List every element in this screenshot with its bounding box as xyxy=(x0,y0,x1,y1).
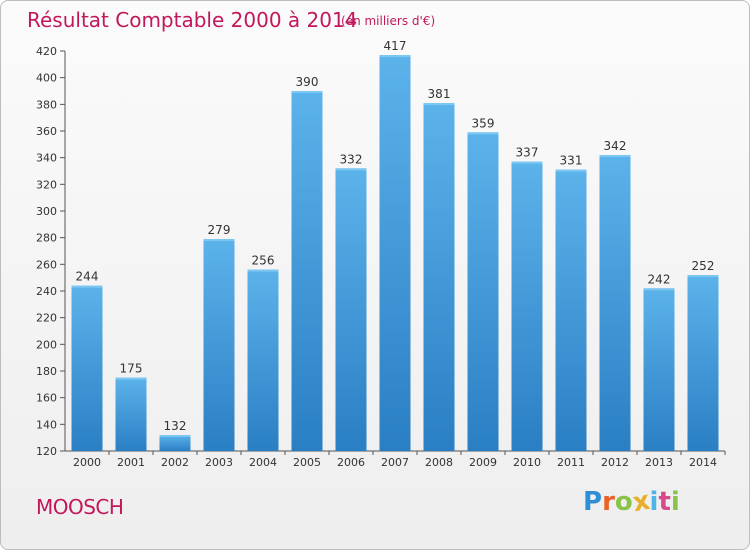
bar-top-highlight xyxy=(423,103,455,105)
x-tick-label: 2012 xyxy=(601,456,629,469)
value-label: 337 xyxy=(516,146,539,160)
bar-top-highlight xyxy=(203,239,235,241)
y-tick-label: 300 xyxy=(36,205,57,218)
bar-top-highlight xyxy=(511,161,543,164)
value-label: 256 xyxy=(252,254,275,268)
bar-2013 xyxy=(643,288,675,451)
y-tick-label: 200 xyxy=(36,338,57,351)
logo-letter: r xyxy=(602,487,615,517)
bar-top-highlight xyxy=(467,132,499,135)
y-tick-label: 380 xyxy=(36,98,57,111)
x-tick-label: 2013 xyxy=(645,456,673,469)
y-tick-label: 420 xyxy=(36,45,57,58)
bar-2011 xyxy=(555,169,587,451)
x-tick-label: 2008 xyxy=(425,456,453,469)
bar-top-highlight xyxy=(291,91,323,93)
x-tick-label: 2006 xyxy=(337,456,365,469)
x-tick-label: 2014 xyxy=(689,456,717,469)
logo-letter: o xyxy=(614,487,633,517)
value-label: 331 xyxy=(560,154,583,168)
value-label: 381 xyxy=(428,87,451,101)
bar-2009 xyxy=(467,132,499,452)
bar-top-highlight xyxy=(335,168,367,171)
value-label: 332 xyxy=(340,152,363,166)
value-label: 342 xyxy=(604,139,627,153)
y-tick-label: 360 xyxy=(36,125,57,138)
value-label: 132 xyxy=(164,419,187,433)
y-tick-label: 220 xyxy=(36,312,57,325)
bar-2007 xyxy=(379,55,411,451)
x-tick-label: 2007 xyxy=(381,456,409,469)
value-label: 175 xyxy=(120,362,143,376)
y-tick-label: 240 xyxy=(36,285,57,298)
x-tick-label: 2004 xyxy=(249,456,277,469)
value-label: 252 xyxy=(692,259,715,273)
bar-top-highlight xyxy=(687,275,719,277)
x-tick-label: 2011 xyxy=(557,456,585,469)
x-tick-label: 2005 xyxy=(293,456,321,469)
chart-title: Résultat Comptable 2000 à 2014 xyxy=(27,8,358,32)
bar-2014 xyxy=(687,275,719,451)
value-label: 390 xyxy=(296,75,319,89)
bar-top-highlight xyxy=(159,435,191,437)
y-tick-label: 400 xyxy=(36,72,57,85)
commune-name: MOOSCH xyxy=(36,495,124,519)
bar-2005 xyxy=(291,91,323,451)
bar-2002 xyxy=(159,435,191,451)
logo-letter: i xyxy=(649,487,659,517)
value-label: 279 xyxy=(208,223,231,237)
bar-top-highlight xyxy=(643,288,675,291)
y-tick-label: 180 xyxy=(36,365,57,378)
value-label: 242 xyxy=(648,272,671,286)
y-tick-label: 140 xyxy=(36,418,57,431)
chart-unit-label: (en milliers d'€) xyxy=(341,14,436,28)
value-label: 244 xyxy=(76,270,99,284)
bar-2010 xyxy=(511,161,543,451)
bar-top-highlight xyxy=(115,377,147,380)
y-tick-label: 160 xyxy=(36,392,57,405)
bar-top-highlight xyxy=(247,269,279,272)
value-label: 359 xyxy=(472,116,495,130)
y-tick-label: 260 xyxy=(36,258,57,271)
x-tick-label: 2000 xyxy=(73,456,101,469)
x-tick-label: 2003 xyxy=(205,456,233,469)
logo-letter: P xyxy=(583,487,603,517)
x-tick-label: 2001 xyxy=(117,456,145,469)
bar-top-highlight xyxy=(599,155,631,157)
proxiti-logo[interactable]: Proxiti xyxy=(583,486,680,518)
y-tick-label: 340 xyxy=(36,152,57,165)
logo-letter: t xyxy=(658,487,671,517)
y-tick-label: 280 xyxy=(36,232,57,245)
bar-2012 xyxy=(599,155,631,451)
bar-top-highlight xyxy=(71,285,103,288)
bar-2008 xyxy=(423,103,455,451)
bar-top-highlight xyxy=(379,55,411,57)
bar-2006 xyxy=(335,168,367,452)
bar-2000 xyxy=(71,285,103,451)
x-tick-label: 2002 xyxy=(161,456,189,469)
x-tick-label: 2009 xyxy=(469,456,497,469)
bar-2003 xyxy=(203,239,235,451)
x-tick-label: 2010 xyxy=(513,456,541,469)
bar-2001 xyxy=(115,377,147,451)
bar-2004 xyxy=(247,269,279,451)
y-tick-label: 320 xyxy=(36,178,57,191)
value-label: 417 xyxy=(384,39,407,53)
bar-top-highlight xyxy=(555,169,587,172)
y-tick-label: 120 xyxy=(36,445,57,458)
logo-letter: i xyxy=(670,487,680,517)
